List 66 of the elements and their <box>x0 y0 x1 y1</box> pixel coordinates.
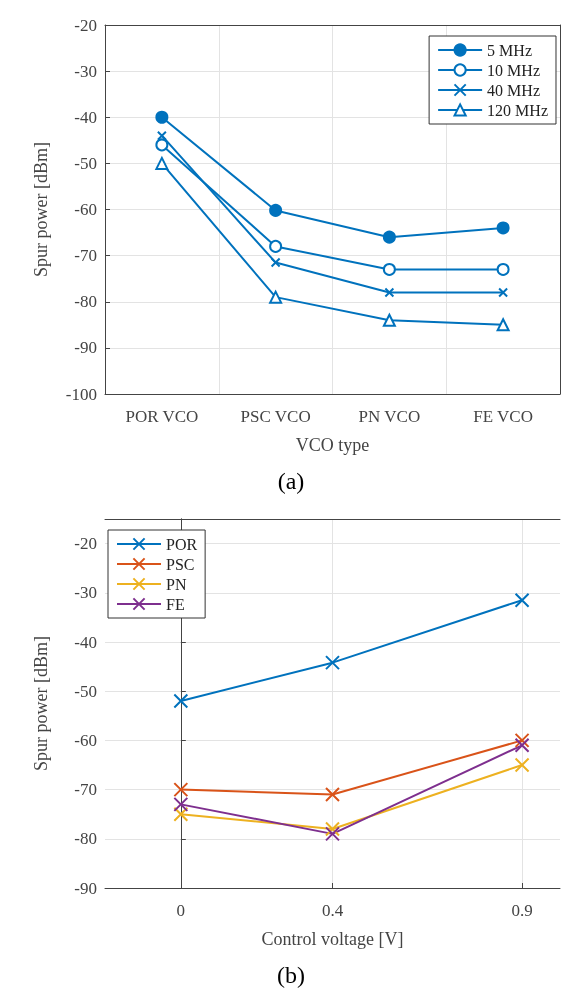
point <box>496 318 510 332</box>
y-tick-label: -90 <box>74 338 97 358</box>
point <box>496 221 510 235</box>
legend-label: 10 MHz <box>487 61 541 79</box>
point <box>498 287 509 298</box>
point <box>384 287 395 298</box>
x-tick-label: PSC VCO <box>240 407 311 426</box>
point <box>155 138 169 152</box>
point <box>325 826 340 842</box>
point <box>382 230 396 244</box>
y-tick-label: -60 <box>74 200 97 219</box>
y-tick-label: -20 <box>74 534 97 554</box>
point <box>269 203 283 217</box>
text: (b) <box>277 962 305 988</box>
point <box>173 782 189 798</box>
y-axis-title: Spur power [dBm] <box>31 142 51 277</box>
text: (a) <box>277 468 305 494</box>
legend-label: FE <box>166 595 185 613</box>
y-tick-label: -60 <box>74 730 97 750</box>
y-tick-label: -50 <box>74 153 97 173</box>
legend-label: 120 MHz <box>487 101 549 119</box>
point <box>156 130 167 141</box>
x-tick-label: FE VCO <box>473 407 533 426</box>
legend-label: 40 MHz <box>487 81 541 99</box>
legend-label: 5 MHz <box>487 41 533 59</box>
y-tick-label: -70 <box>74 780 97 800</box>
point <box>155 156 169 170</box>
point <box>496 262 510 276</box>
y-tick-label: -30 <box>74 583 97 603</box>
point <box>382 313 396 327</box>
y-tick-label: -80 <box>74 292 97 312</box>
y-tick-label: -30 <box>74 61 97 81</box>
point <box>382 262 396 276</box>
point <box>269 239 283 253</box>
y-tick-label: -100 <box>65 384 97 404</box>
y-axis-title: Spur power [dBm] <box>31 636 51 771</box>
point <box>514 757 530 773</box>
y-tick-label: -20 <box>74 15 97 35</box>
x-tick-label: 0.9 <box>511 901 533 920</box>
y-tick-label: -80 <box>74 829 97 849</box>
y-tick-label: -70 <box>74 246 97 266</box>
point <box>325 787 340 803</box>
point <box>173 796 189 812</box>
point <box>173 693 189 709</box>
x-tick-label: PN VCO <box>358 407 421 426</box>
point <box>325 821 340 837</box>
y-tick-label: -40 <box>74 107 97 127</box>
point <box>514 592 530 608</box>
point <box>325 655 340 671</box>
point <box>269 290 283 304</box>
x-axis-title: Control voltage [V] <box>261 929 404 949</box>
y-tick-label: -90 <box>74 878 97 898</box>
x-axis-title: VCO type <box>295 435 370 455</box>
y-tick-label: -40 <box>74 632 97 652</box>
x-tick-label: 0 <box>176 901 186 920</box>
x-tick-label: POR VCO <box>125 407 199 426</box>
point <box>514 737 530 753</box>
point <box>514 732 530 748</box>
legend-label: PSC <box>166 555 195 573</box>
legend-label: POR <box>166 535 198 553</box>
y-tick-label: -50 <box>74 681 97 701</box>
legend-label: PN <box>166 575 187 593</box>
x-tick-label: 0.4 <box>321 901 344 920</box>
point <box>155 110 169 124</box>
point <box>270 257 281 268</box>
point <box>173 806 189 822</box>
